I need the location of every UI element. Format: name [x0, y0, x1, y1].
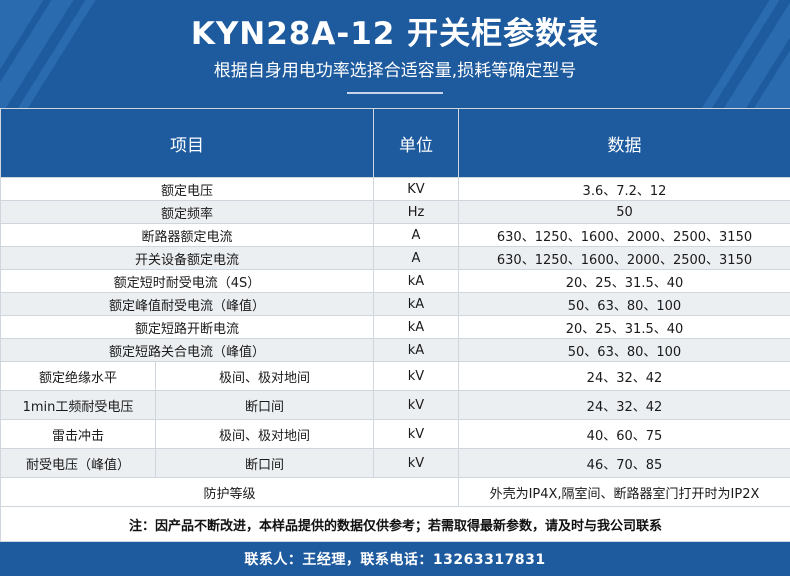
page-header: KYN28A-12 开关柜参数表 根据自身用电功率选择合适容量,损耗等确定型号	[0, 0, 790, 108]
spec-table: 项目 单位 数据 额定电压 KV 3.6、7.2、12 额定频率 Hz 50 断…	[0, 108, 790, 542]
row-unit: kV	[373, 390, 459, 420]
column-header-data: 数据	[458, 108, 790, 178]
row-unit: kA	[373, 315, 459, 339]
column-header-unit: 单位	[373, 108, 459, 178]
row-data: 50	[458, 200, 790, 224]
row-unit: KV	[373, 177, 459, 201]
page-subtitle: 根据自身用电功率选择合适容量,损耗等确定型号	[213, 61, 577, 81]
title-underline	[347, 92, 443, 94]
row-unit: kA	[373, 338, 459, 362]
footer-contact: 联系人：王经理，联系电话：13263317831	[244, 552, 546, 568]
row-unit: kV	[373, 419, 459, 449]
row-item: 额定短时耐受电流（4S）	[0, 269, 374, 293]
row-data: 20、25、31.5、40	[458, 315, 790, 339]
row-item: 耐受电压（峰值）	[0, 448, 156, 478]
row-data: 24、32、42	[458, 390, 790, 420]
row-subitem: 极间、极对地间	[155, 419, 374, 449]
table-note-row: 注：因产品不断改进，本样品提供的数据仅供参考；若需取得最新参数，请及时与我公司联…	[0, 506, 790, 542]
page-footer: 联系人：王经理，联系电话：13263317831	[0, 542, 790, 576]
row-subitem: 极间、极对地间	[155, 361, 374, 391]
table-row: 额定频率 Hz 50	[0, 200, 790, 224]
row-subitem: 断口间	[155, 390, 374, 420]
row-data: 630、1250、1600、2000、2500、3150	[458, 246, 790, 270]
row-item: 额定频率	[0, 200, 374, 224]
row-unit: A	[373, 246, 459, 270]
row-subitem: 断口间	[155, 448, 374, 478]
row-item: 额定绝缘水平	[0, 361, 156, 391]
table-row: 断路器额定电流 A 630、1250、1600、2000、2500、3150	[0, 223, 790, 247]
row-item: 防护等级	[0, 477, 459, 507]
row-data: 46、70、85	[458, 448, 790, 478]
row-data: 24、32、42	[458, 361, 790, 391]
table-row: 额定绝缘水平 极间、极对地间 kV 24、32、42	[0, 361, 790, 391]
table-row: 防护等级 外壳为IP4X,隔室间、断路器室门打开时为IP2X	[0, 477, 790, 507]
row-unit: kV	[373, 448, 459, 478]
row-item: 开关设备额定电流	[0, 246, 374, 270]
table-row: 额定短路关合电流（峰值） kA 50、63、80、100	[0, 338, 790, 362]
row-item: 1min工频耐受电压	[0, 390, 156, 420]
row-unit: kA	[373, 269, 459, 293]
row-item: 额定短路关合电流（峰值）	[0, 338, 374, 362]
row-data: 3.6、7.2、12	[458, 177, 790, 201]
table-row: 1min工频耐受电压 断口间 kV 24、32、42	[0, 390, 790, 420]
row-unit: kA	[373, 292, 459, 316]
row-item: 断路器额定电流	[0, 223, 374, 247]
row-data: 外壳为IP4X,隔室间、断路器室门打开时为IP2X	[458, 477, 790, 507]
row-data: 20、25、31.5、40	[458, 269, 790, 293]
row-data: 50、63、80、100	[458, 338, 790, 362]
row-item: 额定电压	[0, 177, 374, 201]
row-item: 雷击冲击	[0, 419, 156, 449]
row-data: 50、63、80、100	[458, 292, 790, 316]
table-row: 额定短路开断电流 kA 20、25、31.5、40	[0, 315, 790, 339]
table-row: 开关设备额定电流 A 630、1250、1600、2000、2500、3150	[0, 246, 790, 270]
page-title: KYN28A-12 开关柜参数表	[190, 16, 600, 52]
row-item: 额定峰值耐受电流（峰值）	[0, 292, 374, 316]
spec-table-body: 项目 单位 数据 额定电压 KV 3.6、7.2、12 额定频率 Hz 50 断…	[0, 108, 790, 542]
table-row: 雷击冲击 极间、极对地间 kV 40、60、75	[0, 419, 790, 449]
row-unit: Hz	[373, 200, 459, 224]
row-unit: A	[373, 223, 459, 247]
row-data: 40、60、75	[458, 419, 790, 449]
column-header-item: 项目	[0, 108, 374, 178]
table-header-row: 项目 单位 数据	[0, 108, 790, 178]
table-row: 额定电压 KV 3.6、7.2、12	[0, 177, 790, 201]
row-item: 额定短路开断电流	[0, 315, 374, 339]
row-data: 630、1250、1600、2000、2500、3150	[458, 223, 790, 247]
table-row: 耐受电压（峰值） 断口间 kV 46、70、85	[0, 448, 790, 478]
row-unit: kV	[373, 361, 459, 391]
table-row: 额定峰值耐受电流（峰值） kA 50、63、80、100	[0, 292, 790, 316]
table-note: 注：因产品不断改进，本样品提供的数据仅供参考；若需取得最新参数，请及时与我公司联…	[0, 506, 790, 542]
table-row: 额定短时耐受电流（4S） kA 20、25、31.5、40	[0, 269, 790, 293]
